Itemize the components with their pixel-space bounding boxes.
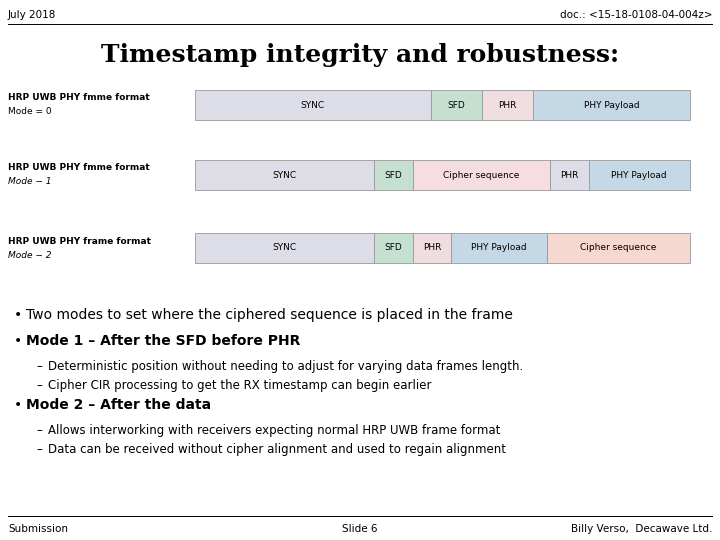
Text: PHR: PHR [560,171,578,179]
Bar [431,90,482,120]
Text: SFD: SFD [384,244,402,253]
Text: Data can be received without cipher alignment and used to regain alignment: Data can be received without cipher alig… [48,443,506,456]
Text: PHY Payload: PHY Payload [611,171,667,179]
Text: PHR: PHR [423,244,441,253]
Bar [195,160,374,190]
Text: Billy Verso,  Decawave Ltd.: Billy Verso, Decawave Ltd. [571,524,712,534]
Bar [413,160,550,190]
Bar [413,233,451,263]
Text: PHR: PHR [498,100,516,110]
Text: PHY Payload: PHY Payload [584,100,639,110]
Text: Mode 2 – After the data: Mode 2 – After the data [26,398,211,412]
Text: Submission: Submission [8,524,68,534]
Text: Cipher sequence: Cipher sequence [443,171,519,179]
Bar [195,233,374,263]
Bar [589,160,690,190]
Text: Timestamp integrity and robustness:: Timestamp integrity and robustness: [101,43,619,67]
Bar [195,90,431,120]
Text: Mode − 2: Mode − 2 [8,251,52,260]
Text: Mode 1 – After the SFD before PHR: Mode 1 – After the SFD before PHR [26,334,300,348]
Text: •: • [14,334,22,348]
Bar [550,160,589,190]
Text: HRP UWB PHY fmme format: HRP UWB PHY fmme format [8,164,150,172]
Text: •: • [14,308,22,322]
Text: Two modes to set where the ciphered sequence is placed in the frame: Two modes to set where the ciphered sequ… [26,308,513,322]
Text: July 2018: July 2018 [8,10,56,20]
Text: HRP UWB PHY frame format: HRP UWB PHY frame format [8,237,151,246]
Bar [374,233,413,263]
Text: Slide 6: Slide 6 [342,524,378,534]
Text: –: – [36,379,42,392]
Text: SFD: SFD [447,100,465,110]
Text: SFD: SFD [384,171,402,179]
Text: Allows interworking with receivers expecting normal HRP UWB frame format: Allows interworking with receivers expec… [48,424,500,437]
Text: –: – [36,360,42,373]
Text: Cipher sequence: Cipher sequence [580,244,657,253]
Text: Deterministic position without needing to adjust for varying data frames length.: Deterministic position without needing t… [48,360,523,373]
Bar [374,160,413,190]
Text: SYNC: SYNC [272,171,297,179]
Text: Mode − 1: Mode − 1 [8,178,52,186]
Bar [533,90,690,120]
Text: SYNC: SYNC [301,100,325,110]
Bar [547,233,690,263]
Text: •: • [14,398,22,412]
Text: –: – [36,424,42,437]
Bar [451,233,547,263]
Text: –: – [36,443,42,456]
Text: Cipher CIR processing to get the RX timestamp can begin earlier: Cipher CIR processing to get the RX time… [48,379,431,392]
Text: Mode = 0: Mode = 0 [8,107,52,117]
Text: doc.: <15-18-0108-04-004z>: doc.: <15-18-0108-04-004z> [559,10,712,20]
Text: HRP UWB PHY fmme format: HRP UWB PHY fmme format [8,93,150,103]
Text: SYNC: SYNC [272,244,297,253]
Text: PHY Payload: PHY Payload [472,244,527,253]
Bar [482,90,533,120]
